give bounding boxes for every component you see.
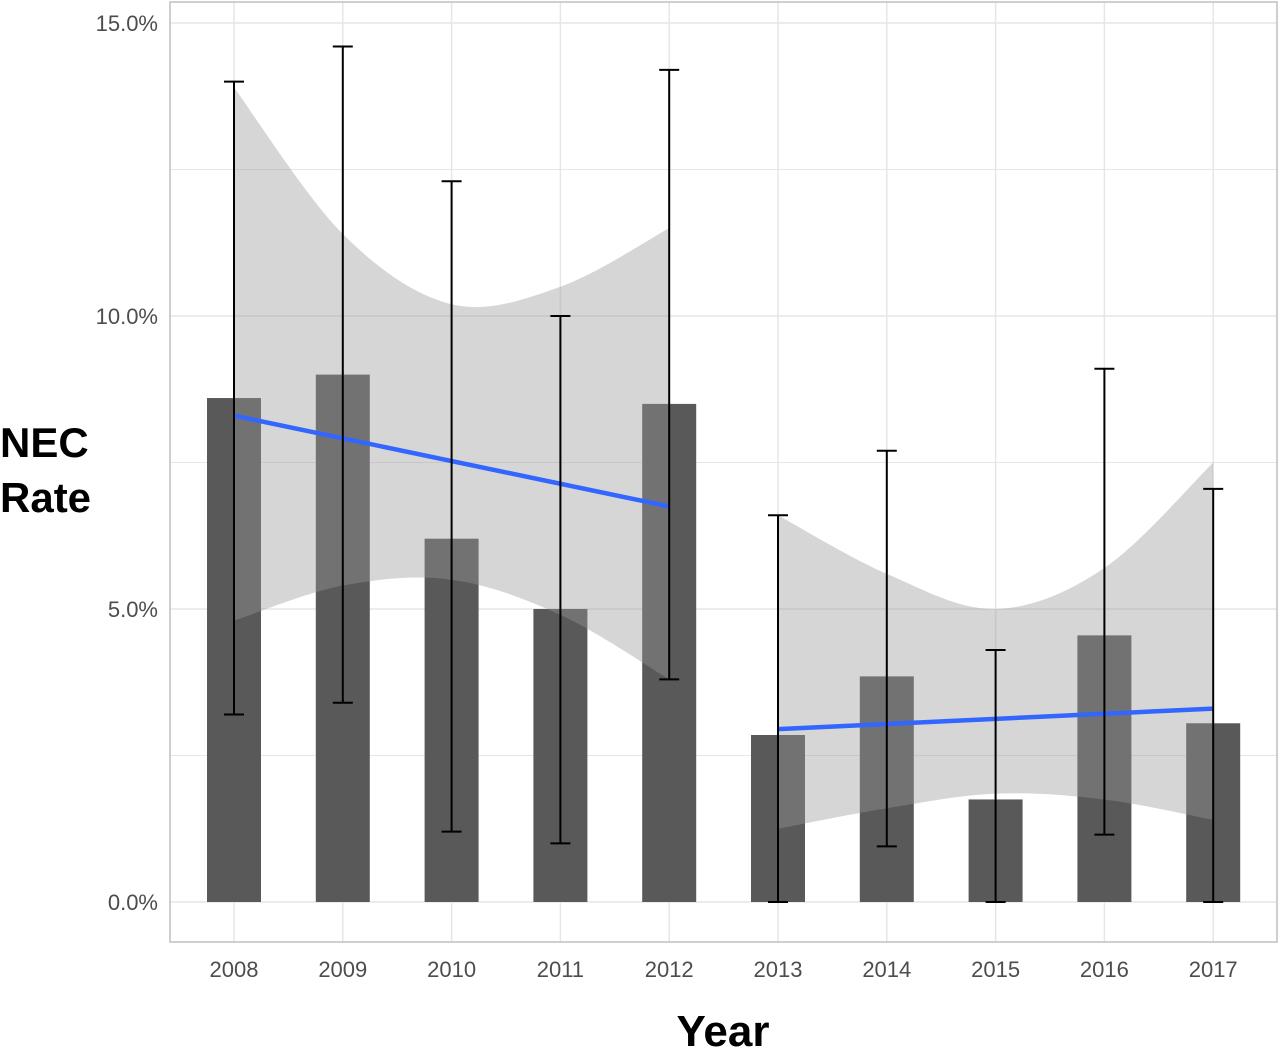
x-tick-label: 2010 <box>427 957 476 982</box>
x-tick-label: 2011 <box>537 957 584 982</box>
x-tick-label: 2014 <box>862 957 911 982</box>
x-tick-label: 2017 <box>1189 957 1238 982</box>
panel-border <box>169 1 1278 943</box>
error-bar-2008 <box>224 80 244 716</box>
y-tick-label: 0.0% <box>108 890 158 915</box>
error-bar-2012 <box>659 68 680 681</box>
y-axis-title-line-1: NEC <box>0 419 89 466</box>
x-axis-title: Year <box>677 1007 770 1048</box>
x-tick-label: 2012 <box>645 957 694 982</box>
y-axis-title-line-2: Rate <box>0 474 91 521</box>
x-axis-tick-labels: 2008 2009 2010 2011 2012 2013 2014 2015 2016 2017 <box>210 957 1238 982</box>
error-bar-2017 <box>1203 487 1224 903</box>
error-bar-2014 <box>876 449 897 848</box>
error-bar-2015 <box>985 649 1006 903</box>
y-tick-label: 5.0% <box>108 597 158 622</box>
x-tick-label: 2008 <box>210 957 259 982</box>
x-tick-label: 2009 <box>318 957 367 982</box>
error-bar-2016 <box>1094 367 1115 836</box>
error-bars <box>224 45 1224 903</box>
y-axis-tick-labels: 0.0% 5.0% 10.0% 15.0% <box>96 11 158 915</box>
error-bar-2009 <box>332 45 353 704</box>
y-tick-label: 15.0% <box>96 11 158 36</box>
x-tick-label: 2013 <box>754 957 803 982</box>
error-bar-2013 <box>768 514 788 903</box>
y-tick-label: 10.0% <box>96 304 158 329</box>
error-bar-2010 <box>441 180 462 833</box>
x-tick-label: 2016 <box>1080 957 1129 982</box>
error-bar-2011 <box>550 315 571 845</box>
x-tick-label: 2015 <box>971 957 1020 982</box>
